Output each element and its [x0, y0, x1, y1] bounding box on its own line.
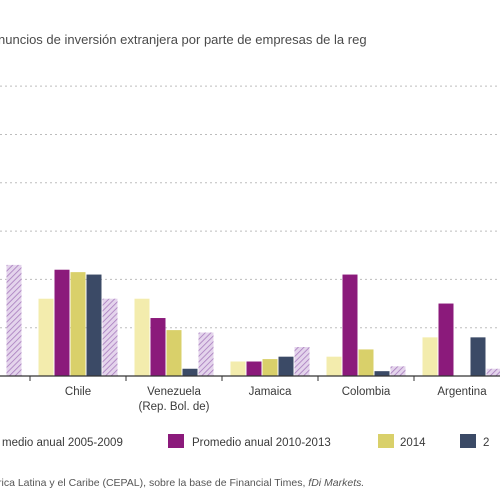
category-label2-venezuela: (Rep. Bol. de) — [139, 401, 210, 413]
bar-venezuela-4 — [198, 332, 214, 376]
bar-chile-4 — [102, 298, 118, 376]
bar-argentina-0 — [422, 337, 438, 376]
bar-venezuela-2 — [166, 330, 182, 376]
legend-swatch-2 — [378, 434, 394, 448]
bar-venezuela-0 — [134, 298, 150, 376]
bars — [6, 264, 500, 376]
legend: medio anual 2005-2009 Promedio anual 2010… — [2, 434, 489, 449]
bar-colombia-3 — [374, 371, 390, 376]
bar-argentina-4 — [486, 368, 500, 376]
category-label-chile: Chile — [65, 386, 91, 398]
legend-label-2: 2014 — [400, 437, 426, 449]
bar-jamaica-2 — [262, 359, 278, 376]
bar-chile-2 — [70, 272, 86, 376]
source-note: rica Latina y el Caribe (CEPAL), sobre l… — [0, 477, 364, 489]
category-labels: Chile Venezuela (Rep. Bol. de) Jamaica Colom… — [65, 386, 487, 413]
bar-jamaica-3 — [278, 356, 294, 376]
bar-jamaica-1 — [246, 361, 262, 376]
bar-chile-0 — [38, 298, 54, 376]
bar-colombia-0 — [326, 356, 342, 376]
source-italic-text: fDi Markets. — [308, 477, 364, 489]
chart-title: nuncios de inversión extranjera por part… — [0, 32, 367, 47]
legend-label-1: Promedio anual 2010-2013 — [192, 437, 331, 449]
bar-jamaica-4 — [294, 347, 310, 376]
legend-label-3: 2 — [483, 437, 489, 449]
bar-argentina-1 — [438, 303, 454, 376]
category-label-argentina: Argentina — [437, 386, 487, 398]
bar-venezuela-1 — [150, 318, 166, 376]
bar-chile-1 — [54, 269, 70, 376]
gridlines — [0, 85, 500, 329]
bar-chile-3 — [86, 274, 102, 376]
category-ticks — [29, 376, 415, 381]
bar-colombia-2 — [358, 349, 374, 376]
category-label-colombia: Colombia — [342, 386, 391, 398]
bar-venezuela-3 — [182, 368, 198, 376]
bar-colombia-1 — [342, 274, 358, 376]
legend-swatch-3 — [460, 434, 476, 448]
bar-jamaica-0 — [230, 361, 246, 376]
bar-colombia-4 — [390, 366, 406, 376]
bar-argentina-3 — [470, 337, 486, 376]
source-text: rica Latina y el Caribe (CEPAL), sobre l… — [0, 477, 308, 489]
legend-label-0: medio anual 2005-2009 — [2, 437, 123, 449]
bar-cut-4 — [6, 264, 22, 376]
category-label-venezuela: Venezuela — [147, 386, 201, 398]
legend-swatch-1 — [168, 434, 184, 448]
category-label-jamaica: Jamaica — [249, 386, 292, 398]
